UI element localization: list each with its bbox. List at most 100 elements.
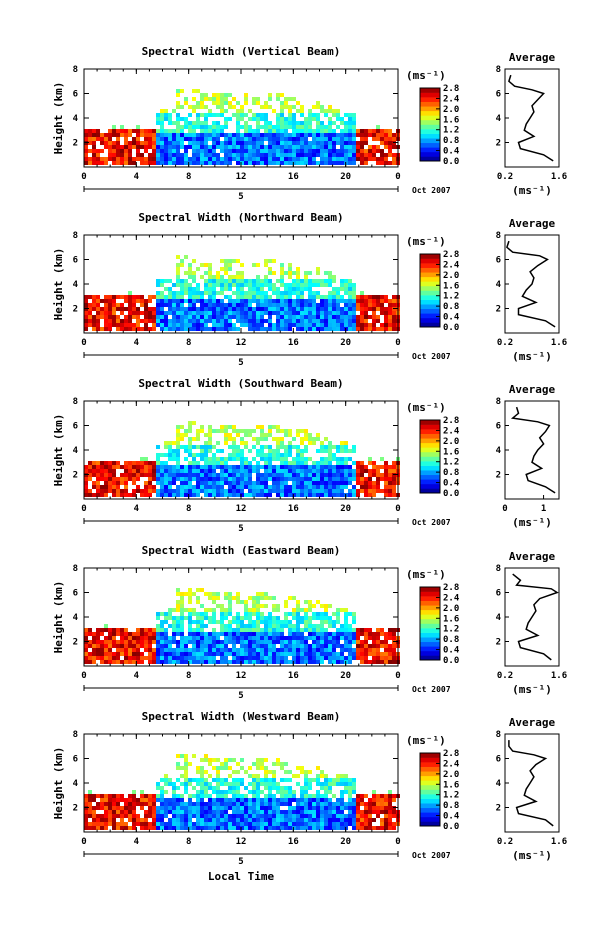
- heatmap-cell: [352, 129, 356, 133]
- heatmap-cell: [260, 323, 264, 327]
- heatmap-cell: [300, 287, 304, 291]
- heatmap-cell: [84, 489, 88, 493]
- heatmap-cell: [328, 319, 332, 323]
- heatmap-cell: [116, 137, 120, 141]
- heatmap-cell: [164, 461, 168, 465]
- heatmap-cell: [264, 794, 268, 798]
- heatmap-cell: [212, 596, 216, 600]
- heatmap-cell: [304, 636, 308, 640]
- heatmap-cell: [176, 798, 180, 802]
- heatmap-cell: [116, 656, 120, 660]
- heatmap-cell: [100, 798, 104, 802]
- heatmap-cell: [144, 141, 148, 145]
- heatmap-cell: [232, 437, 236, 441]
- heatmap-cell: [328, 105, 332, 109]
- heatmap-cell: [204, 802, 208, 806]
- heatmap-cell: [304, 303, 308, 307]
- heatmap-cell: [392, 157, 396, 161]
- heatmap-cell: [284, 283, 288, 287]
- heatmap-cell: [112, 469, 116, 473]
- heatmap-cell: [264, 640, 268, 644]
- heatmap-cell: [260, 822, 264, 826]
- heatmap-cell: [160, 612, 164, 616]
- heatmap-cell: [176, 141, 180, 145]
- heatmap-cell: [300, 493, 304, 497]
- heatmap-cell: [124, 137, 128, 141]
- heatmap-cell: [200, 291, 204, 295]
- heatmap-cell: [356, 157, 360, 161]
- heatmap-cell: [356, 473, 360, 477]
- heatmap-cell: [172, 299, 176, 303]
- heatmap-cell: [160, 632, 164, 636]
- heatmap-cell: [168, 636, 172, 640]
- heatmap-cell: [236, 145, 240, 149]
- heatmap-cell: [284, 299, 288, 303]
- heatmap-cell: [220, 762, 224, 766]
- heatmap-cell: [272, 802, 276, 806]
- heatmap-cell: [316, 311, 320, 315]
- heatmap-cell: [232, 826, 236, 830]
- heatmap-cell: [104, 798, 108, 802]
- heatmap-cell: [160, 311, 164, 315]
- heatmap-cell: [344, 644, 348, 648]
- heatmap-cell: [184, 97, 188, 101]
- heatmap-cell: [336, 822, 340, 826]
- heatmap-cell: [176, 157, 180, 161]
- heatmap-cell: [208, 307, 212, 311]
- heatmap-cell: [204, 125, 208, 129]
- heatmap-cell: [248, 596, 252, 600]
- heatmap-cell: [316, 149, 320, 153]
- heatmap-cell: [332, 445, 336, 449]
- heatmap-cell: [196, 632, 200, 636]
- heatmap-cell: [312, 636, 316, 640]
- heatmap-cell: [148, 319, 152, 323]
- heatmap-cell: [128, 327, 132, 331]
- heatmap-cell: [160, 778, 164, 782]
- heatmap-cell: [112, 141, 116, 145]
- heatmap-cell: [188, 814, 192, 818]
- heatmap-cell: [220, 806, 224, 810]
- heatmap-cell: [332, 453, 336, 457]
- heatmap-cell: [148, 145, 152, 149]
- heatmap-cell: [168, 810, 172, 814]
- heatmap-cell: [92, 461, 96, 465]
- heatmap-cell: [340, 652, 344, 656]
- heatmap-cell: [244, 628, 248, 632]
- heatmap-cell: [120, 818, 124, 822]
- heatmap-cell: [332, 137, 336, 141]
- heatmap-cell: [392, 133, 396, 137]
- heatmap-cell: [352, 315, 356, 319]
- heatmap-cell: [260, 802, 264, 806]
- heatmap-cell: [332, 141, 336, 145]
- heatmap-cell: [244, 461, 248, 465]
- heatmap-cell: [172, 457, 176, 461]
- heatmap-cell: [260, 133, 264, 137]
- heatmap-cell: [388, 632, 392, 636]
- heatmap-cell: [280, 778, 284, 782]
- heatmap-cell: [192, 810, 196, 814]
- heatmap-cell: [256, 275, 260, 279]
- heatmap-cell: [240, 782, 244, 786]
- heatmap-cell: [312, 794, 316, 798]
- heatmap-cell: [260, 818, 264, 822]
- heatmap-cell: [248, 818, 252, 822]
- heatmap-cell: [360, 319, 364, 323]
- heatmap-cell: [212, 101, 216, 105]
- heatmap-cell: [152, 327, 156, 331]
- heatmap-cell: [360, 129, 364, 133]
- heatmap-cell: [248, 612, 252, 616]
- heatmap-cell: [296, 291, 300, 295]
- heatmap-cell: [96, 802, 100, 806]
- heatmap-cell: [220, 323, 224, 327]
- heatmap-cell: [148, 648, 152, 652]
- heatmap-cell: [356, 818, 360, 822]
- heatmap-cell: [228, 327, 232, 331]
- heatmap-cell: [380, 477, 384, 481]
- heatmap-cell: [216, 441, 220, 445]
- heatmap-cell: [224, 596, 228, 600]
- heatmap-cell: [200, 632, 204, 636]
- heatmap-cell: [268, 778, 272, 782]
- heatmap-cell: [164, 113, 168, 117]
- heatmap-cell: [164, 802, 168, 806]
